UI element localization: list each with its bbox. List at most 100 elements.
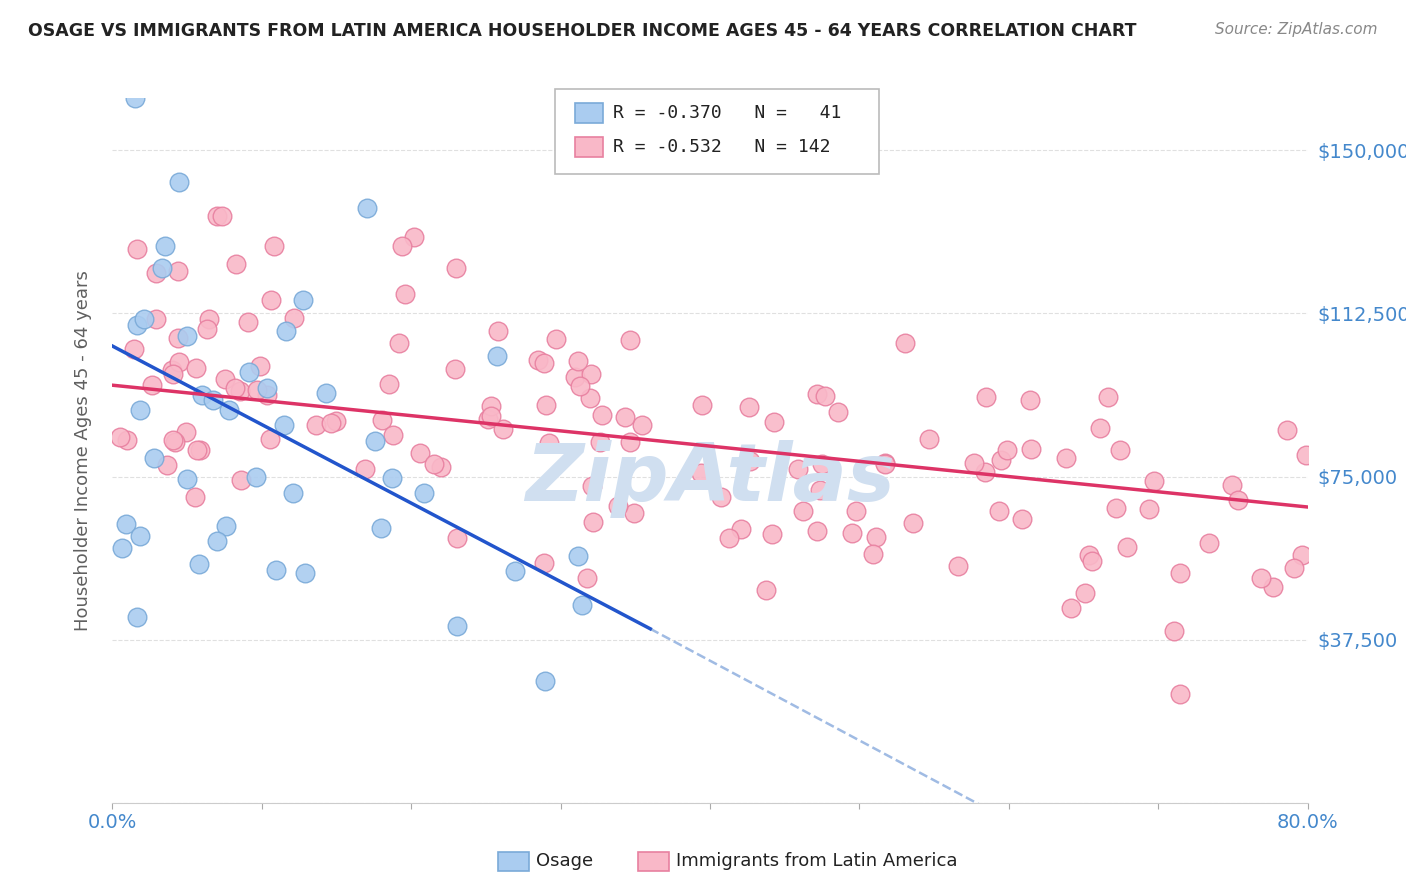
Text: Immigrants from Latin America: Immigrants from Latin America [676,852,957,870]
Point [485,349,508,363]
Point [249,359,271,373]
Point [1168,687,1191,701]
Point [124,91,146,105]
Point [845,504,868,518]
Point [990,452,1012,467]
Point [763,415,786,429]
Point [143,450,166,465]
Point [111,541,134,555]
Point [606,499,628,513]
Point [808,483,831,497]
Point [973,465,995,479]
Point [127,242,149,256]
Point [1275,423,1298,437]
Point [176,329,198,343]
Point [567,354,589,368]
Point [546,333,568,347]
Point [115,516,138,531]
Point [162,367,184,381]
Point [205,534,228,549]
Text: Osage: Osage [536,852,593,870]
Point [1143,474,1166,488]
Text: R = -0.370   N =   41: R = -0.370 N = 41 [613,104,841,122]
Point [875,456,897,470]
Point [527,352,550,367]
Point [404,230,426,244]
Point [1261,580,1284,594]
Point [364,434,387,449]
Point [283,311,305,326]
Point [256,388,278,402]
Point [238,365,260,379]
Point [1163,624,1185,639]
Point [893,336,915,351]
Point [875,458,897,472]
Point [786,462,808,476]
Point [273,418,295,433]
Point [167,354,190,368]
Point [623,506,645,520]
Point [619,434,641,449]
Point [218,403,240,417]
Point [370,413,392,427]
Point [589,435,612,450]
Point [537,436,560,450]
Point [409,446,432,460]
Point [305,418,328,433]
Point [578,391,600,405]
Point [211,209,233,223]
Point [614,410,637,425]
Point [1115,540,1137,554]
Point [153,239,176,253]
Point [225,257,247,271]
Point [444,261,467,276]
Point [1295,448,1317,462]
Point [429,459,451,474]
Point [1097,390,1119,404]
Point [995,442,1018,457]
Point [1227,493,1250,508]
Point [260,293,283,307]
Point [1105,501,1128,516]
Point [129,403,152,417]
Point [619,333,641,347]
Point [479,399,502,413]
Point [814,389,837,403]
Point [238,315,260,329]
Point [228,384,250,398]
Point [690,398,713,412]
Point [567,549,589,563]
Point [963,456,986,470]
Point [256,381,278,395]
Point [1109,442,1132,457]
Point [946,559,969,574]
Point [156,458,179,473]
Point [717,531,740,545]
Point [388,335,411,350]
Point [145,312,167,326]
Point [827,404,849,418]
Point [761,527,783,541]
Point [1198,535,1220,549]
Point [394,286,416,301]
Point [122,342,145,356]
Point [1168,566,1191,581]
Point [245,469,267,483]
Point [446,619,468,633]
Point [1018,392,1040,407]
Point [163,435,186,450]
Point [1078,548,1101,562]
Point [571,598,593,612]
Point [381,427,404,442]
Point [631,417,654,432]
Point [841,525,863,540]
Point [186,361,208,376]
Point [325,414,347,428]
Point [315,386,337,401]
Point [976,390,998,404]
Point [356,201,378,215]
Y-axis label: Householder Income Ages 45 - 64 years: Householder Income Ages 45 - 64 years [73,270,91,631]
Point [1060,601,1083,615]
Point [1220,477,1243,491]
Point [188,443,211,458]
